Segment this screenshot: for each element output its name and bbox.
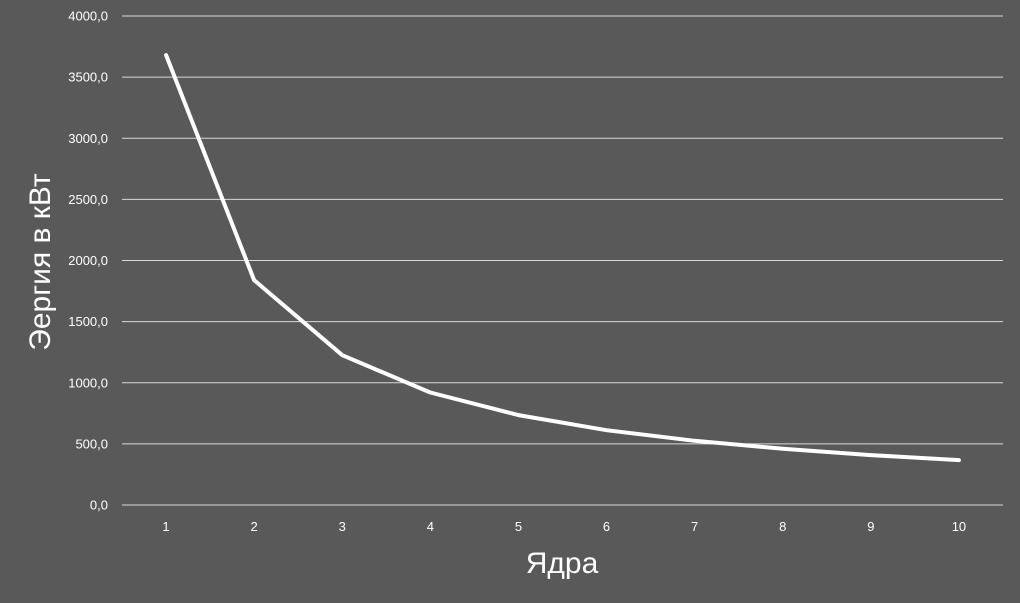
y-tick-label: 500,0 [75,436,108,451]
x-tick-label: 5 [515,519,522,534]
x-tick-label: 6 [603,519,610,534]
x-axis-title: Ядра [526,547,599,580]
y-tick-label: 3500,0 [68,70,108,85]
x-tick-label: 7 [691,519,698,534]
y-tick-label: 0,0 [90,498,108,513]
series-group [164,53,961,463]
y-tick-label: 1000,0 [68,375,108,390]
y-tick-label: 1500,0 [68,314,108,329]
x-tick-labels: 1 2 3 4 5 6 7 8 9 10 [162,519,966,534]
x-tick-label: 8 [779,519,786,534]
series-line [164,53,961,463]
x-tick-label: 2 [251,519,258,534]
x-tick-label: 10 [952,519,966,534]
y-axis-title: Эергия в кВт [24,173,57,351]
x-tick-label: 4 [427,519,434,534]
y-tick-label: 4000,0 [68,9,108,24]
gridlines [122,15,1003,506]
y-tick-label: 2500,0 [68,192,108,207]
y-tick-labels: 0,0 500,0 1000,0 1500,0 2000,0 2500,0 3000,0 35… [68,9,108,513]
y-tick-label: 2000,0 [68,253,108,268]
y-tick-label: 3000,0 [68,131,108,146]
x-tick-label: 9 [867,519,874,534]
x-tick-label: 3 [339,519,346,534]
x-tick-label: 1 [162,519,169,534]
